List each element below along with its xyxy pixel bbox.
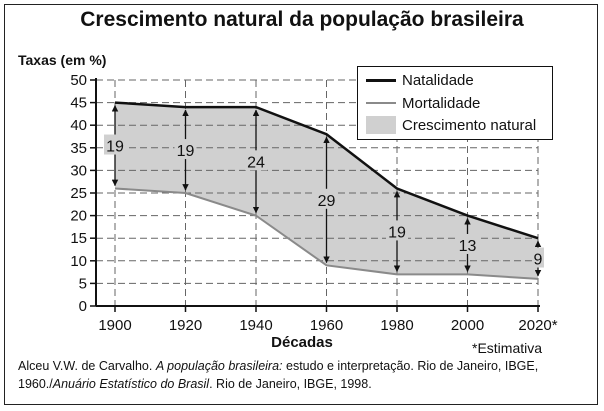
y-tick-label: 15 bbox=[70, 230, 87, 247]
legend-label: Natalidade bbox=[402, 71, 474, 89]
source-author: Alceu V.W. de Carvalho. bbox=[18, 359, 156, 373]
data-label-bg bbox=[245, 150, 267, 171]
data-label: 24 bbox=[247, 154, 265, 171]
data-label-bg bbox=[174, 139, 197, 160]
source-book: A população brasileira: bbox=[155, 359, 283, 373]
legend: Natalidade Mortalidade Crescimento natur… bbox=[357, 66, 553, 140]
legend-item-mortalidade: Mortalidade bbox=[366, 92, 480, 114]
data-label-bg bbox=[532, 247, 544, 268]
legend-swatch-mortalidade bbox=[366, 102, 396, 104]
x-tick-label: 2020* bbox=[518, 317, 557, 334]
x-tick-label: 1920 bbox=[169, 317, 202, 334]
legend-label: Crescimento natural bbox=[402, 116, 537, 134]
y-tick-label: 20 bbox=[70, 208, 87, 225]
source-yearbook: Anuário Estatístico do Brasil bbox=[52, 377, 210, 391]
x-tick-label: 1940 bbox=[239, 317, 272, 334]
y-tick-label: 30 bbox=[70, 162, 87, 179]
legend-swatch-natalidade bbox=[366, 78, 396, 82]
y-tick-label: 45 bbox=[70, 95, 87, 112]
y-tick-label: 5 bbox=[79, 275, 87, 292]
data-label: 29 bbox=[318, 193, 336, 210]
legend-item-crescimento: Crescimento natural bbox=[366, 114, 536, 136]
data-label-bg bbox=[386, 220, 408, 241]
y-tick-label: 25 bbox=[70, 185, 87, 202]
y-tick-label: 50 bbox=[70, 72, 87, 89]
x-tick-label: 1960 bbox=[310, 317, 343, 334]
legend-label: Mortalidade bbox=[402, 94, 481, 112]
mortalidade-line bbox=[114, 187, 539, 280]
data-label: 19 bbox=[388, 224, 406, 241]
x-tick-label: 1900 bbox=[98, 317, 131, 334]
figure-border bbox=[4, 4, 598, 405]
y-tick-label: 0 bbox=[79, 298, 87, 315]
source-text: estudo e interpretação. Rio de Janeiro, … bbox=[18, 359, 539, 391]
y-tick-label: 40 bbox=[70, 117, 87, 134]
data-label: 9 bbox=[534, 252, 543, 269]
chart-title: Crescimento natural da população brasile… bbox=[80, 8, 524, 31]
natalidade-line bbox=[114, 101, 539, 240]
x-axis-label: Décadas bbox=[271, 334, 333, 351]
y-tick-label: 35 bbox=[70, 140, 87, 157]
estimate-note: *Estimativa bbox=[472, 340, 543, 356]
source-citation: Alceu V.W. de Carvalho. A população bras… bbox=[18, 357, 588, 393]
y-tick-label: 10 bbox=[70, 253, 87, 270]
source-text: . Rio de Janeiro, IBGE, 1998. bbox=[209, 377, 372, 391]
legend-swatch-crescimento bbox=[366, 116, 396, 134]
legend-item-natalidade: Natalidade bbox=[366, 69, 474, 91]
data-label: 13 bbox=[459, 238, 477, 255]
data-label-bg bbox=[315, 188, 338, 209]
x-tick-label: 2000 bbox=[451, 317, 484, 334]
y-axis-label: Taxas (em %) bbox=[18, 52, 107, 68]
data-label: 19 bbox=[177, 143, 195, 160]
x-tick-label: 1980 bbox=[380, 317, 413, 334]
data-label-bg bbox=[456, 233, 479, 254]
data-label-bg bbox=[104, 134, 126, 155]
data-label: 19 bbox=[106, 139, 124, 156]
